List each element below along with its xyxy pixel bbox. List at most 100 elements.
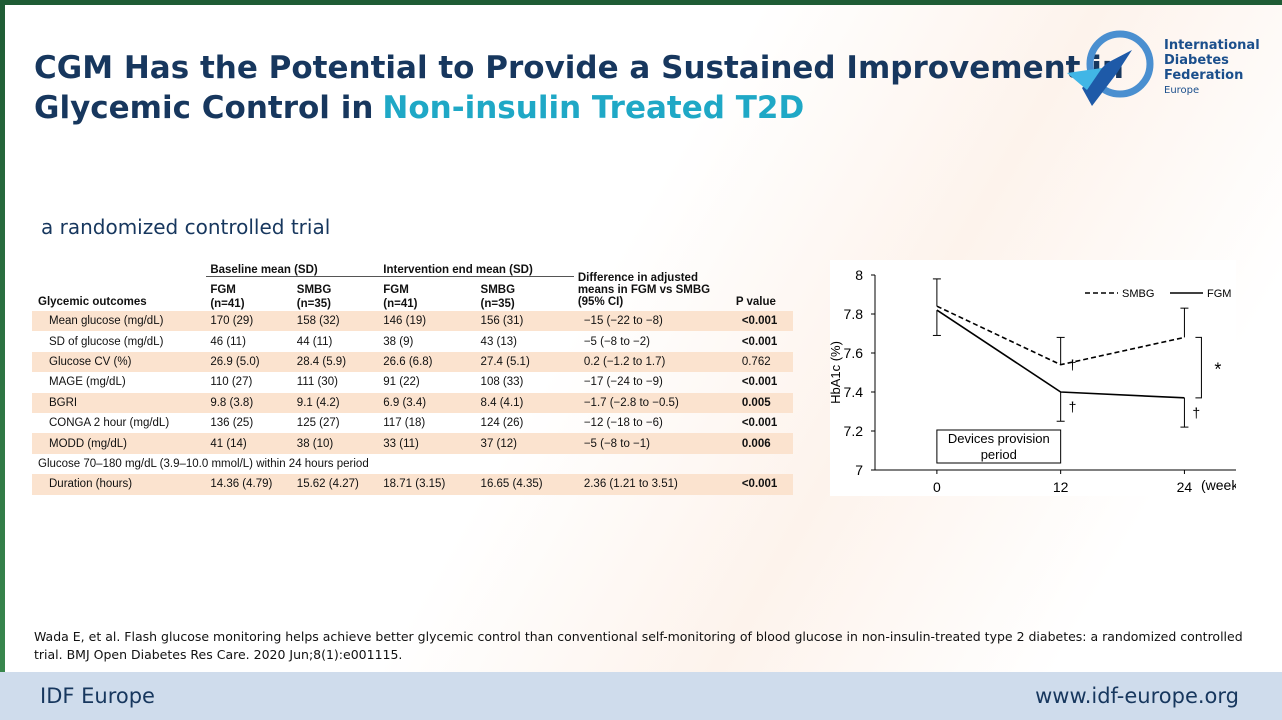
p-cell: <0.001	[731, 474, 793, 495]
p-cell: <0.001	[741, 335, 778, 348]
header-cell: P value	[735, 296, 776, 308]
annotation: *	[1214, 360, 1221, 380]
logo-line: International	[1164, 38, 1260, 53]
logo-line: Diabetes	[1164, 53, 1229, 68]
table-row: MAGE (mg/dL) 110 (27) 111 (30) 91 (22) 108 (…	[32, 372, 793, 392]
value-cell: 28.4 (5.9)	[292, 351, 380, 373]
value-cell: 26.6 (6.8)	[379, 351, 477, 373]
value-cell: 8.4 (4.1)	[476, 392, 574, 413]
top-bar	[0, 0, 1282, 5]
value-cell: 43 (13)	[480, 335, 517, 348]
table-row: Duration (hours) 14.36 (4.79) 15.62 (4.27)…	[32, 474, 793, 495]
value-cell: 9.1 (4.2)	[292, 392, 380, 413]
logo-line: Europe	[1164, 85, 1200, 96]
subheader-line: FGM	[383, 284, 409, 296]
subheader-cell: SMBG (n=35)	[293, 277, 379, 312]
subheader-line: (n=41)	[210, 298, 245, 310]
title-line: Glycemic Control in Non-insulin Treated T…	[34, 88, 1124, 128]
p-cell: <0.001	[741, 376, 778, 389]
y-tick-label: 7	[855, 462, 863, 478]
p-cell: 0.006	[731, 433, 793, 454]
y-tick-label: 7.8	[844, 306, 864, 322]
header-cell: Difference in adjusted means in FGM vs S…	[577, 272, 711, 308]
table-row: SD of glucose (mg/dL) 46 (11) 44 (11) 38 (9…	[32, 331, 793, 351]
value-cell: 15.62 (4.27)	[292, 474, 380, 495]
diff-cell: −1.7 (−2.8 to −0.5)	[573, 392, 732, 413]
row-label: SD of glucose (mg/dL)	[49, 335, 164, 348]
table-row: MODD (mg/dL) 41 (14) 38 (10) 33 (11) 37 (12)…	[32, 433, 793, 454]
diff-cell: 0.2 (−1.2 to 1.7)	[573, 351, 732, 373]
row-label: Mean glucose (mg/dL)	[32, 311, 207, 332]
diff-cell: −5 (−8 to −1)	[573, 433, 732, 454]
annotation: †	[1069, 357, 1077, 373]
row-label: CONGA 2 hour (mg/dL)	[49, 417, 170, 430]
annotation: †	[1069, 399, 1077, 415]
footer-right: www.idf-europe.org	[1035, 684, 1239, 708]
value-cell: 6.9 (3.4)	[379, 392, 477, 413]
diff-cell: 2.36 (1.21 to 3.51)	[573, 474, 732, 495]
annotation-line: period	[981, 447, 1017, 462]
value-cell: 136 (25)	[210, 417, 254, 430]
results-table: Glycemic outcomes Baseline mean (SD) Inter…	[32, 258, 793, 495]
diff-cell: −5 (−8 to −2)	[583, 335, 650, 348]
subheader-cell: SMBG (n=35)	[477, 277, 574, 312]
x-axis-label: (week	[1201, 477, 1236, 493]
series-line	[936, 305, 1185, 366]
subheader-line: SMBG	[296, 284, 332, 296]
value-cell: 41 (14)	[206, 433, 293, 454]
section-cell: Glucose 70–180 mg/dL (3.9–10.0 mmol/L) w…	[38, 457, 369, 470]
value-cell: 9.8 (3.8)	[206, 392, 293, 413]
subheader-line: FGM	[210, 284, 236, 296]
footer-left: IDF Europe	[40, 684, 155, 708]
chart-panel: 7 7.2 7.4 7.6 7.8 8 0 12 24 (week HbA1c (%) SMBG FGM…	[828, 260, 1239, 496]
p-cell: 0.762	[731, 351, 793, 373]
y-tick-label: 7.2	[844, 423, 864, 439]
subheader-cell: FGM (n=41)	[206, 277, 292, 312]
title-part: Glycemic Control in	[34, 90, 374, 126]
value-cell: 111 (30)	[296, 376, 338, 389]
legend-label: FGM	[1207, 288, 1231, 300]
value-cell: 16.65 (4.35)	[476, 474, 574, 495]
subheader-row: FGM (n=41) SMBG (n=35) FGM (n=41) SMBG (n=35)	[32, 277, 793, 312]
p-cell: <0.001	[731, 311, 793, 332]
annotation: Devices provision period	[948, 431, 1050, 462]
annotation-line: Devices provision	[948, 431, 1050, 446]
y-tick-label: 8	[855, 267, 863, 283]
x-tick-label: 24	[1177, 479, 1193, 495]
table-row: Glucose CV (%) 26.9 (5.0) 28.4 (5.9) 26.6 (…	[32, 351, 793, 373]
title: CGM Has the Potential to Provide a Susta…	[34, 48, 1124, 128]
table-row: Glucose 70–180 mg/dL (3.9–10.0 mmol/L) w…	[32, 454, 793, 474]
header-group: Intervention end mean (SD)	[379, 258, 574, 277]
table-row: Mean glucose (mg/dL) 170 (29) 158 (32) 146 …	[32, 311, 793, 332]
row-label: BGRI	[32, 392, 207, 413]
header-cell: Glycemic outcomes	[38, 296, 147, 308]
table-row: BGRI 9.8 (3.8) 9.1 (4.2) 6.9 (3.4) 8.4 (4.1)…	[32, 392, 793, 413]
value-cell: 146 (19)	[379, 311, 477, 332]
value-cell: 158 (32)	[292, 311, 380, 332]
row-label: Glucose CV (%)	[32, 351, 207, 373]
annotation-box	[936, 429, 1062, 464]
diff-cell: −17 (−24 to −9)	[583, 376, 663, 389]
value-cell: 37 (12)	[476, 433, 574, 454]
row-label: MODD (mg/dL)	[32, 433, 207, 454]
value-cell: 108 (33)	[480, 376, 524, 389]
row-label: MAGE (mg/dL)	[49, 376, 126, 389]
value-cell: 38 (10)	[292, 433, 380, 454]
value-cell: 125 (27)	[296, 417, 340, 430]
logo-line: Federation	[1164, 68, 1244, 83]
subtitle: a randomized controlled trial	[41, 215, 331, 239]
value-cell: 91 (22)	[383, 376, 420, 389]
title-line: CGM Has the Potential to Provide a Susta…	[34, 50, 1124, 86]
subheader-line: (n=35)	[296, 298, 331, 310]
footer: IDF Europe www.idf-europe.org	[0, 672, 1282, 720]
logo-bird	[1082, 50, 1132, 106]
legend-label: SMBG	[1122, 288, 1154, 300]
y-axis-label: HbA1c (%)	[830, 341, 843, 404]
row-label: Duration (hours)	[32, 474, 207, 495]
value-cell: 156 (31)	[476, 311, 574, 332]
y-tick-label: 7.4	[844, 384, 864, 400]
value-cell: 46 (11)	[210, 335, 246, 348]
left-bar	[0, 0, 5, 720]
